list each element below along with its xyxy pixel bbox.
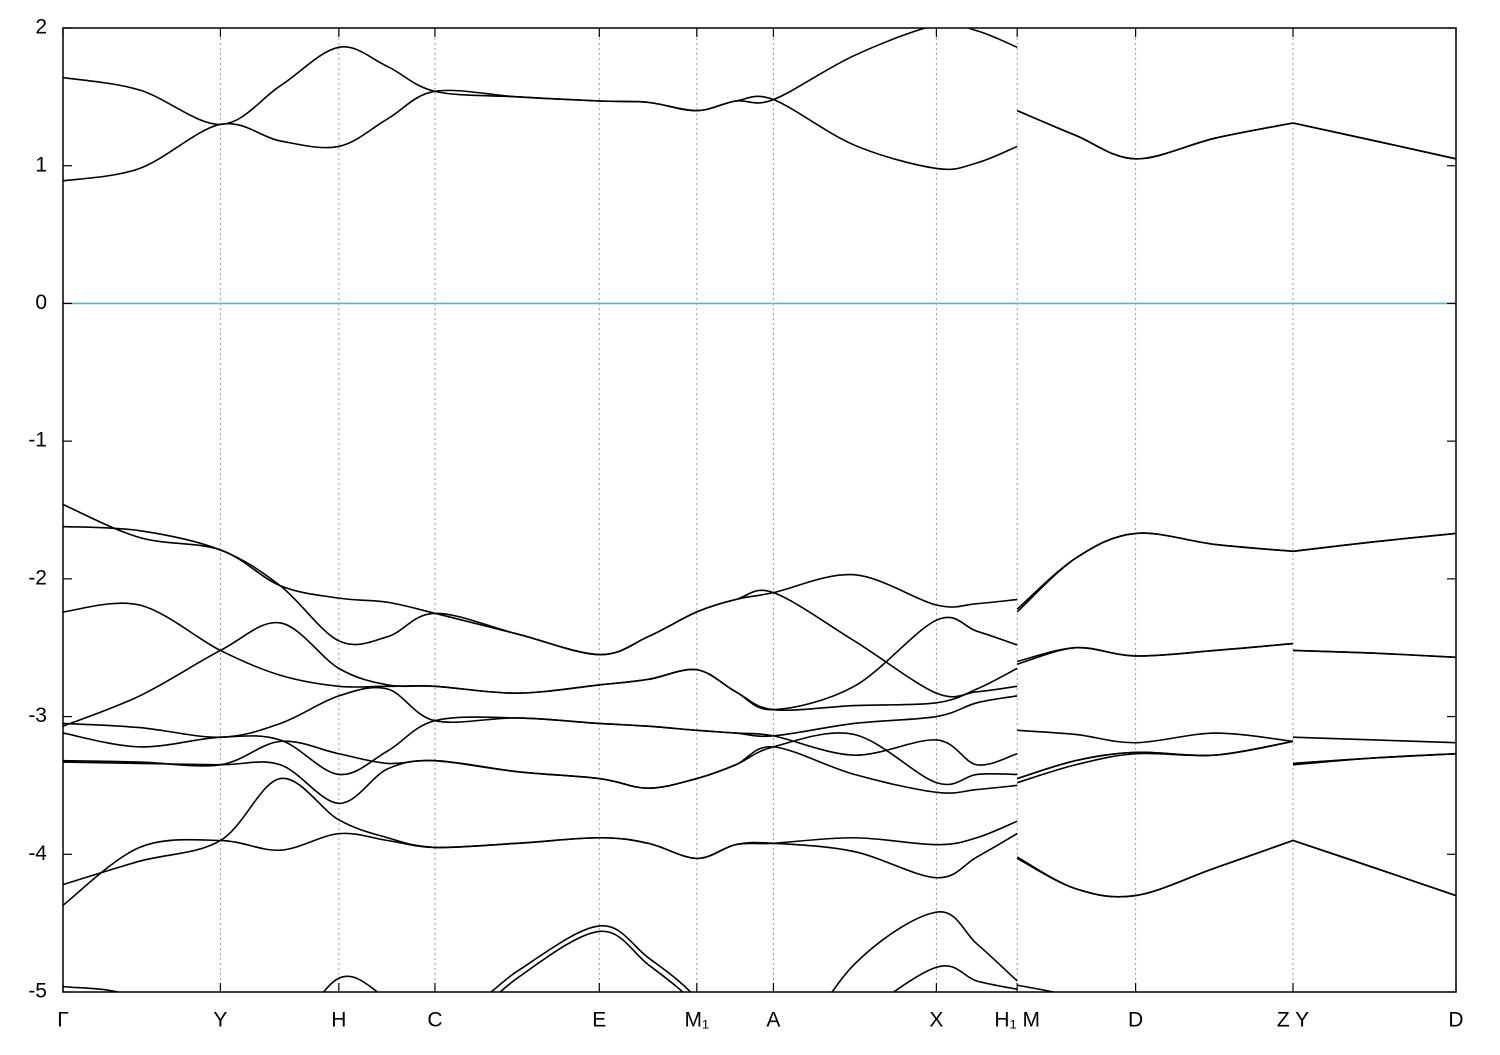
y-tick-label: -2 (28, 566, 47, 589)
x-tick-label: E (592, 1009, 606, 1032)
y-tick-label: 2 (35, 16, 47, 39)
x-tick-label: C (427, 1009, 442, 1032)
x-tick-label: H₁ M (994, 1009, 1040, 1032)
x-tick-label: X (929, 1009, 943, 1032)
band-line (63, 777, 1456, 898)
y-tick-label: -3 (28, 704, 47, 727)
y-tick-label: 0 (35, 291, 47, 314)
x-tick-label: M₁ (685, 1009, 710, 1032)
band-line (63, 602, 1456, 711)
band-line (63, 732, 1456, 789)
x-tick-label: Y (213, 1009, 227, 1032)
band-line (63, 911, 1057, 992)
band-line (63, 740, 1456, 906)
y-tick-label: -4 (28, 842, 47, 865)
bands (63, 28, 1456, 992)
x-tick-label: A (766, 1009, 780, 1032)
y-tick-label: -5 (28, 980, 47, 1003)
y-tick-label: -1 (28, 429, 47, 452)
x-tick-label: Γ (57, 1009, 69, 1032)
band-line (63, 621, 1456, 727)
x-tick-label: H (331, 1009, 346, 1032)
plot-frame (62, 27, 1457, 993)
x-tick-label: D (1128, 1009, 1143, 1032)
band-line (63, 746, 1456, 898)
ticks: -5 -4 -3 -2 -1 0 1 2 Γ Y H C E M₁ A X H₁ M D Z Y D (28, 16, 1463, 1032)
grid (62, 28, 1457, 992)
y-tick-label: 1 (35, 153, 47, 176)
x-tick-label: Z Y (1277, 1009, 1309, 1032)
band-line (499, 930, 1022, 992)
band-line (63, 525, 1456, 698)
band-line (63, 89, 1456, 182)
x-tick-label: D (1448, 1009, 1463, 1032)
